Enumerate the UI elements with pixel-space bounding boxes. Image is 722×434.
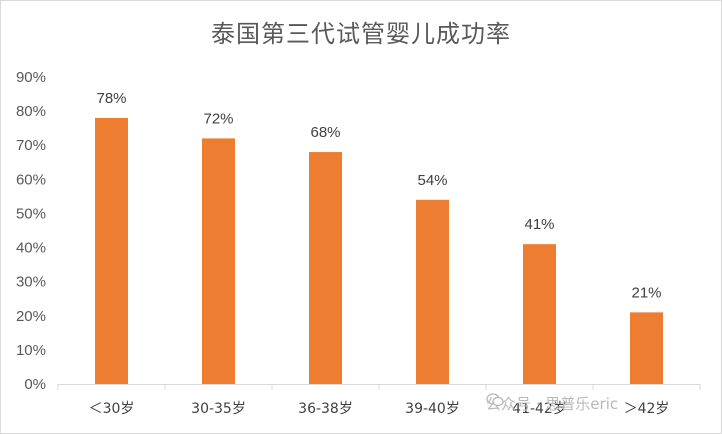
y-tick-label: 60% xyxy=(16,171,46,188)
x-category-label: 41-42岁 xyxy=(512,401,567,417)
data-label: 21% xyxy=(631,284,661,301)
x-category-label: 39-40岁 xyxy=(405,401,460,417)
data-label: 41% xyxy=(524,216,554,233)
y-tick-label: 20% xyxy=(16,308,46,325)
bar xyxy=(630,312,663,384)
data-label: 68% xyxy=(310,124,340,141)
watermark: 公众号 · 思普乐eric xyxy=(486,393,618,414)
y-tick-label: 40% xyxy=(16,240,46,257)
y-tick-label: 70% xyxy=(16,137,46,154)
bar xyxy=(202,138,235,384)
x-category-label: ＞42岁 xyxy=(624,401,670,417)
y-tick-label: 0% xyxy=(24,376,46,393)
bar xyxy=(309,152,342,384)
y-tick-label: 50% xyxy=(16,205,46,222)
x-category-label: ＜30岁 xyxy=(89,401,135,417)
y-tick-label: 30% xyxy=(16,274,46,291)
x-category-label: 36-38岁 xyxy=(298,401,353,417)
data-label: 78% xyxy=(96,90,126,107)
bar xyxy=(523,244,556,384)
x-category-label: 30-35岁 xyxy=(191,401,246,417)
bar xyxy=(95,117,128,384)
y-tick-label: 80% xyxy=(16,103,46,120)
watermark-text: 公众号 · 思普乐eric xyxy=(486,395,619,413)
x-axis: ＜30岁 30-35岁 36-38岁 39-40岁 41-42岁 ＞42岁 xyxy=(57,384,701,417)
y-tick-label: 10% xyxy=(16,342,46,359)
data-label: 72% xyxy=(203,110,233,127)
wechat-icon xyxy=(486,393,504,407)
y-tick-label: 90% xyxy=(16,69,46,86)
data-label: 54% xyxy=(417,172,447,189)
y-axis: 0% 10% 20% 30% 40% 50% 60% 70% 80% 90% xyxy=(16,69,46,393)
chart-title: 泰国第三代试管婴儿成功率 xyxy=(211,20,511,48)
bar xyxy=(416,199,449,384)
bars xyxy=(95,117,663,384)
data-labels: 78% 72% 68% 54% 41% 21% xyxy=(96,90,661,301)
